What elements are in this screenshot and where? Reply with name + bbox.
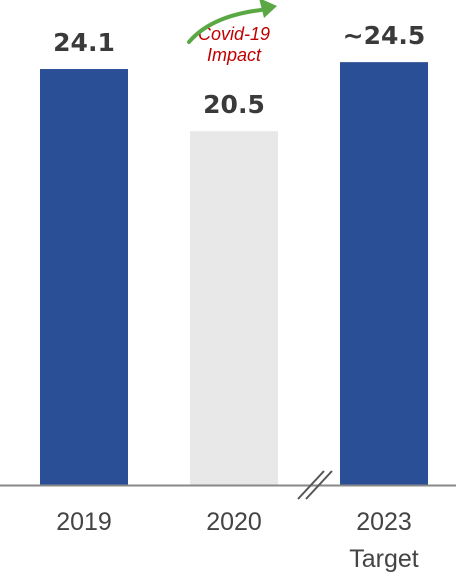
axis-break-mark-2	[305, 470, 333, 500]
bar-2020	[190, 131, 278, 486]
value-label-2023: ~24.5	[343, 21, 426, 50]
value-label-2020: 20.5	[203, 90, 265, 119]
category-label-2019: 2019	[56, 508, 112, 536]
trend-arrow-line	[187, 8, 263, 44]
category-label-2023-target-line-1: 2023	[356, 508, 412, 536]
category-label-2020: 2020	[206, 508, 262, 536]
bar-2019	[40, 69, 128, 485]
annotation-1-line-1: Covid-19	[198, 24, 270, 44]
annotation-1-line-2: Impact	[207, 45, 262, 65]
value-label-2019: 24.1	[53, 28, 115, 57]
trend-arrow-head-icon	[259, 0, 277, 18]
axis-break-mark-1	[297, 470, 325, 500]
bar-2023	[340, 62, 428, 485]
category-label-2023-target-line-2: Target	[349, 545, 419, 573]
